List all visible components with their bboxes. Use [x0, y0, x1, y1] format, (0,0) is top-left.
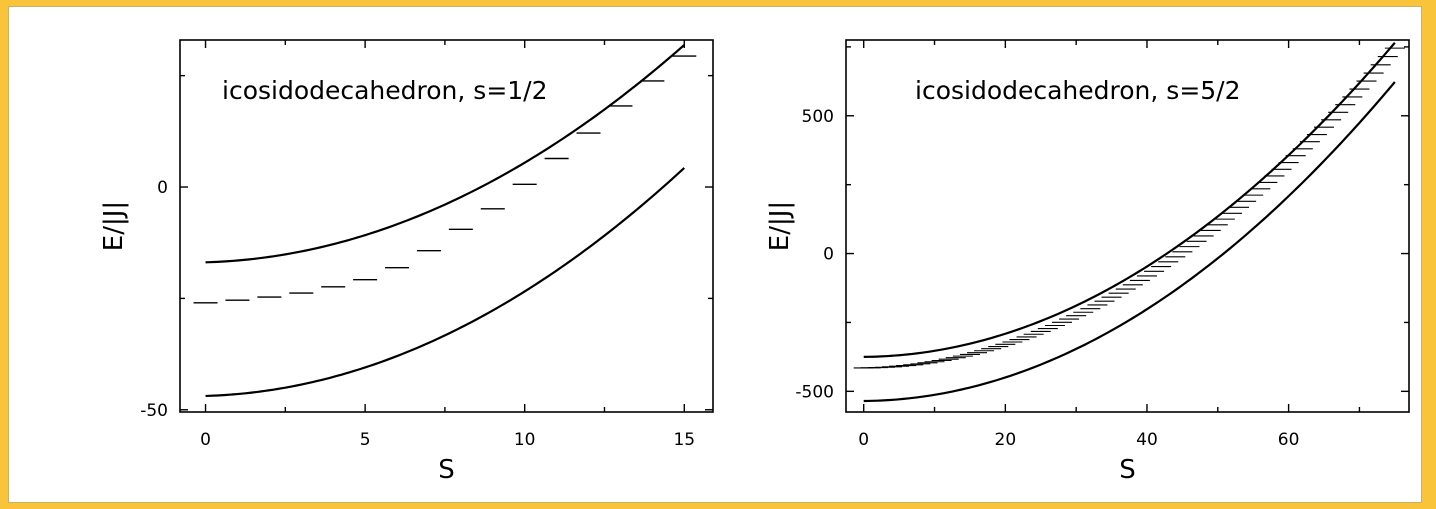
- y-tick-label: 0: [823, 245, 834, 265]
- plot-frame: [845, 39, 1410, 413]
- x-axis-label: S: [1119, 455, 1136, 485]
- x-tick-label: 40: [1136, 430, 1158, 450]
- upper-bound-curve: [863, 42, 1396, 358]
- plot-annotation: icosidodecahedron, s=1/2: [222, 76, 548, 105]
- y-tick-label: -50: [140, 401, 168, 421]
- x-tick-label: 0: [858, 430, 869, 450]
- plot-annotation: icosidodecahedron, s=5/2: [915, 76, 1241, 105]
- y-tick-label: 0: [157, 178, 168, 198]
- x-tick-label: 0: [200, 430, 211, 450]
- upper-bound-curve: [205, 44, 686, 264]
- y-tick-label: 500: [802, 107, 834, 127]
- x-axis-label: S: [438, 455, 455, 485]
- y-axis-label: E/|J|: [99, 201, 129, 251]
- x-tick-label: 15: [673, 430, 695, 450]
- x-tick-label: 10: [514, 430, 536, 450]
- x-tick-label: 20: [995, 430, 1017, 450]
- chart-s-five-halves: 0 20 40 60 -500 0 500 S E/|J| icosidodecahedron, …: [765, 39, 1410, 485]
- lower-bound-curve: [205, 167, 686, 398]
- chart-s-half: 0 5 10 15 -50 0 S E/|J| icosidodecahedron, s=1/2: [99, 39, 714, 485]
- x-tick-label: 5: [360, 430, 371, 450]
- y-tick-label: -500: [795, 382, 834, 402]
- plot-frame: [179, 39, 714, 413]
- x-tick-label: 60: [1278, 430, 1300, 450]
- y-axis-label: E/|J|: [765, 201, 795, 251]
- lower-bound-curve: [863, 81, 1396, 403]
- figure-panel: [8, 6, 1422, 503]
